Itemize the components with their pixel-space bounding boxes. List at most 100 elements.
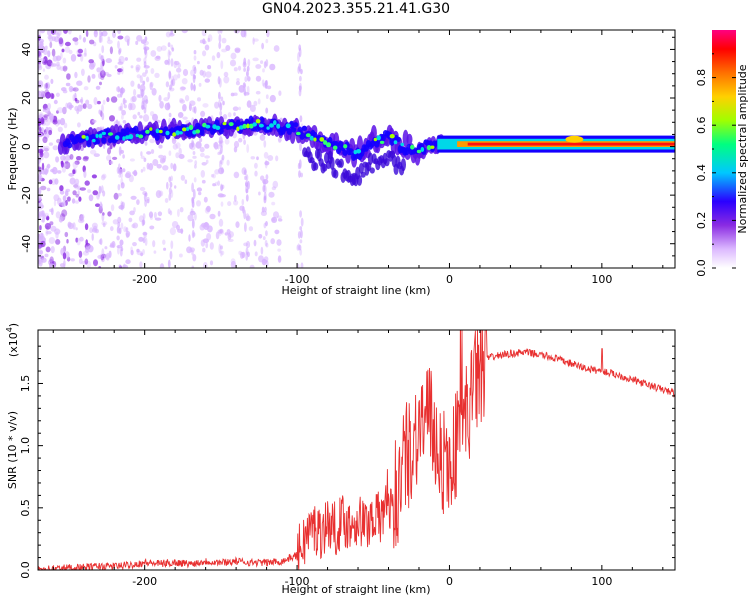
noise-streak — [217, 210, 221, 217]
spectrogram-marks — [38, 30, 675, 268]
noise-speck — [93, 259, 98, 267]
ridge-core — [293, 122, 299, 128]
x-tick-label: -200 — [132, 575, 157, 588]
noise-speck — [52, 166, 58, 175]
noise-streak — [143, 107, 147, 114]
noise-speck — [80, 214, 85, 220]
noise-streak — [100, 55, 104, 62]
noise-speck — [139, 186, 146, 192]
ridge-blob — [145, 129, 150, 134]
noise-streak — [119, 248, 123, 257]
noise-streak — [298, 63, 302, 72]
noise-speck — [217, 193, 224, 198]
noise-speck — [185, 95, 190, 102]
noise-speck — [94, 228, 99, 234]
noise-speck — [233, 67, 238, 72]
noise-speck — [58, 216, 64, 223]
noise-speck — [256, 156, 259, 161]
noise-streak — [219, 110, 223, 116]
noise-speck — [42, 136, 48, 144]
noise-speck — [47, 103, 52, 110]
noise-speck — [87, 245, 94, 253]
noise-speck — [110, 226, 114, 232]
noise-speck — [225, 45, 231, 51]
noise-speck — [187, 214, 194, 222]
noise-streak — [102, 222, 106, 228]
noise-speck — [269, 63, 276, 71]
noise-speck — [84, 223, 89, 231]
noise-speck — [56, 61, 60, 67]
noise-streak — [243, 30, 247, 38]
noise-streak — [220, 60, 224, 70]
noise-speck — [63, 30, 68, 34]
noise-speck — [242, 82, 246, 89]
noise-speck — [209, 213, 216, 220]
noise-speck — [78, 218, 85, 224]
ridge-core — [67, 142, 73, 149]
ridge-blob — [178, 131, 183, 135]
noise-streak — [265, 221, 268, 227]
noise-speck — [82, 103, 87, 109]
noise-speck — [146, 196, 150, 202]
noise-speck — [57, 170, 62, 174]
noise-speck — [179, 99, 185, 104]
noise-speck — [221, 37, 227, 44]
noise-speck — [200, 110, 206, 117]
noise-speck — [77, 122, 81, 128]
noise-streak — [142, 237, 146, 244]
noise-streak — [101, 248, 105, 257]
noise-speck — [212, 142, 217, 148]
ridge-blob — [236, 126, 240, 132]
noise-speck — [227, 201, 232, 207]
snr-marks — [38, 330, 675, 570]
noise-speck — [165, 81, 170, 88]
noise-streak — [219, 250, 223, 257]
noise-streak — [169, 181, 173, 188]
ridge-blob — [114, 135, 120, 140]
noise-streak — [144, 47, 147, 55]
noise-streak — [101, 68, 105, 75]
noise-speck — [144, 36, 148, 42]
noise-speck — [269, 94, 276, 103]
noise-speck — [43, 145, 50, 152]
noise-speck — [117, 216, 122, 224]
noise-speck — [46, 163, 51, 169]
noise-speck — [260, 175, 265, 181]
ridge-blob — [313, 137, 317, 142]
noise-speck — [48, 142, 54, 146]
noise-speck — [218, 167, 225, 175]
ridge-blob — [295, 131, 301, 136]
noise-speck — [202, 238, 209, 243]
ridge-blob — [138, 134, 144, 139]
noise-speck — [165, 31, 171, 38]
noise-speck — [64, 41, 71, 47]
ridge-core — [154, 132, 160, 141]
ridge-tail — [384, 158, 390, 167]
noise-speck — [255, 64, 262, 69]
ridge-blob — [305, 133, 311, 138]
noise-speck — [246, 100, 252, 108]
noise-speck — [53, 194, 60, 202]
noise-speck — [201, 162, 207, 166]
noise-speck — [39, 126, 42, 133]
noise-streak — [299, 239, 303, 244]
noise-streak — [141, 89, 144, 98]
noise-speck — [189, 247, 195, 253]
noise-speck — [65, 66, 68, 70]
noise-speck — [174, 185, 177, 189]
noise-speck — [38, 132, 43, 138]
noise-speck — [254, 162, 258, 169]
noise-speck — [62, 107, 67, 114]
ridge-blob — [430, 145, 435, 149]
noise-streak — [193, 66, 197, 74]
noise-speck — [124, 172, 131, 179]
noise-speck — [200, 170, 205, 178]
colorbar-tick-label: 0.4 — [695, 164, 708, 182]
noise-speck — [179, 86, 186, 92]
noise-speck — [69, 104, 73, 111]
ridge-blob — [400, 142, 405, 147]
noise-speck — [38, 93, 42, 99]
noise-speck — [254, 251, 258, 257]
noise-speck — [136, 248, 140, 253]
noise-speck — [202, 247, 206, 253]
